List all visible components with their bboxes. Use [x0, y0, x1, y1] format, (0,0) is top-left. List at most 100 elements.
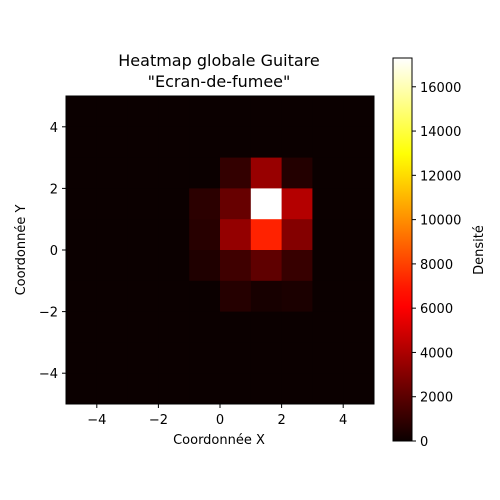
- heatmap-cell: [127, 96, 159, 128]
- heatmap-cell: [220, 219, 252, 251]
- heatmap-cell: [158, 280, 190, 313]
- chart-title-line-1: Heatmap globale Guitare: [118, 51, 319, 70]
- heatmap-cell: [220, 311, 252, 343]
- colorbar-tick-label: 4000: [420, 346, 453, 361]
- heatmap-cell: [220, 157, 252, 189]
- heatmap-cell: [96, 373, 129, 405]
- x-tick-label: 0: [216, 413, 224, 428]
- heatmap-cell: [281, 96, 313, 128]
- y-tick-label: −4: [39, 367, 58, 382]
- heatmap-cell: [189, 280, 221, 313]
- y-tick-label: 4: [50, 121, 58, 136]
- heatmap-cell: [66, 96, 98, 128]
- heatmap-cell: [189, 96, 221, 128]
- heatmap-cell: [343, 280, 375, 313]
- heatmap-cell: [96, 157, 129, 189]
- heatmap-cell: [158, 373, 190, 405]
- heatmap-cell: [343, 219, 375, 251]
- heatmap-cell: [343, 250, 375, 282]
- heatmap-cell: [312, 219, 344, 251]
- heatmap-cell: [312, 250, 344, 282]
- heatmap-cell: [127, 311, 159, 343]
- x-tick-label: 2: [277, 413, 285, 428]
- heatmap-cell: [66, 280, 98, 313]
- heatmap-cell: [312, 342, 344, 374]
- heatmap-cell: [158, 157, 190, 189]
- heatmap-cell: [127, 250, 159, 282]
- heatmap-cell: [158, 250, 190, 282]
- heatmap-cell: [281, 311, 313, 343]
- heatmap-cell: [96, 126, 129, 159]
- colorbar-ticks: 0 2000 4000 6000 8000 10000 12000 14000 16000: [412, 81, 461, 450]
- heatmap-cell: [189, 188, 221, 220]
- heatmap-cell: [281, 280, 313, 313]
- heatmap-cell: [343, 126, 375, 159]
- heatmap-cell: [189, 250, 221, 282]
- heatmap-cell: [312, 188, 344, 220]
- heatmap-cell: [220, 250, 252, 282]
- heatmap-cell: [343, 96, 375, 128]
- heatmap-cell: [158, 96, 190, 128]
- heatmap-cell: [189, 342, 221, 374]
- colorbar-tick-label: 12000: [420, 169, 461, 184]
- heatmap-cell: [127, 157, 159, 189]
- heatmap-cell: [189, 373, 221, 405]
- heatmap-cells: [66, 96, 375, 405]
- heatmap-cell: [250, 126, 283, 159]
- heatmap-cell: [220, 96, 252, 128]
- heatmap-cell: [343, 373, 375, 405]
- colorbar-label: Densité: [472, 225, 487, 275]
- heatmap-cell: [66, 126, 98, 159]
- heatmap-cell: [250, 311, 283, 343]
- heatmap-cell: [96, 311, 129, 343]
- colorbar-tick-label: 2000: [420, 391, 453, 406]
- heatmap-cell: [312, 280, 344, 313]
- heatmap-cell: [250, 280, 283, 313]
- y-tick-label: −2: [39, 306, 58, 321]
- heatmap-cell: [312, 96, 344, 128]
- heatmap-cell: [127, 342, 159, 374]
- heatmap-cell: [189, 311, 221, 343]
- heatmap-cell: [127, 280, 159, 313]
- heatmap-cell: [189, 157, 221, 189]
- colorbar-tick-label: 10000: [420, 214, 461, 229]
- x-axis-label: Coordonnée X: [173, 433, 265, 448]
- y-tick-label: 0: [50, 244, 58, 259]
- heatmap-cell: [96, 280, 129, 313]
- heatmap-cell: [189, 219, 221, 251]
- heatmap-cell: [158, 342, 190, 374]
- heatmap-cell: [250, 373, 283, 405]
- heatmap-cell: [96, 342, 129, 374]
- colorbar-tick-label: 6000: [420, 302, 453, 317]
- heatmap-cell: [66, 342, 98, 374]
- heatmap-cell: [250, 342, 283, 374]
- heatmap-cell: [96, 96, 129, 128]
- x-tick-label: −4: [87, 413, 106, 428]
- heatmap-cell: [343, 188, 375, 220]
- heatmap-cell: [158, 219, 190, 251]
- y-axis-ticks: −4 −2 0 2 4: [39, 121, 66, 382]
- heatmap-cell: [66, 250, 98, 282]
- heatmap-cell: [343, 157, 375, 189]
- y-axis-label: Coordonnée Y: [14, 205, 29, 296]
- heatmap-cell: [250, 157, 283, 189]
- x-tick-label: −2: [149, 413, 168, 428]
- heatmap-cell: [281, 250, 313, 282]
- heatmap-cell: [281, 219, 313, 251]
- heatmap-cell: [96, 219, 129, 251]
- heatmap-cell: [343, 311, 375, 343]
- heatmap-cell: [343, 342, 375, 374]
- heatmap-cell: [66, 373, 98, 405]
- colorbar-tick-label: 0: [420, 435, 428, 450]
- heatmap-cell: [220, 126, 252, 159]
- colorbar: [392, 57, 413, 442]
- heatmap-cell: [312, 373, 344, 405]
- heatmap-cell: [66, 188, 98, 220]
- heatmap-cell: [158, 188, 190, 220]
- heatmap-cell: [127, 219, 159, 251]
- colorbar-tick-label: 14000: [420, 125, 461, 140]
- heatmap-cell: [220, 188, 252, 220]
- heatmap-cell: [281, 126, 313, 159]
- heatmap-cell: [281, 373, 313, 405]
- heatmap-cell: [312, 126, 344, 159]
